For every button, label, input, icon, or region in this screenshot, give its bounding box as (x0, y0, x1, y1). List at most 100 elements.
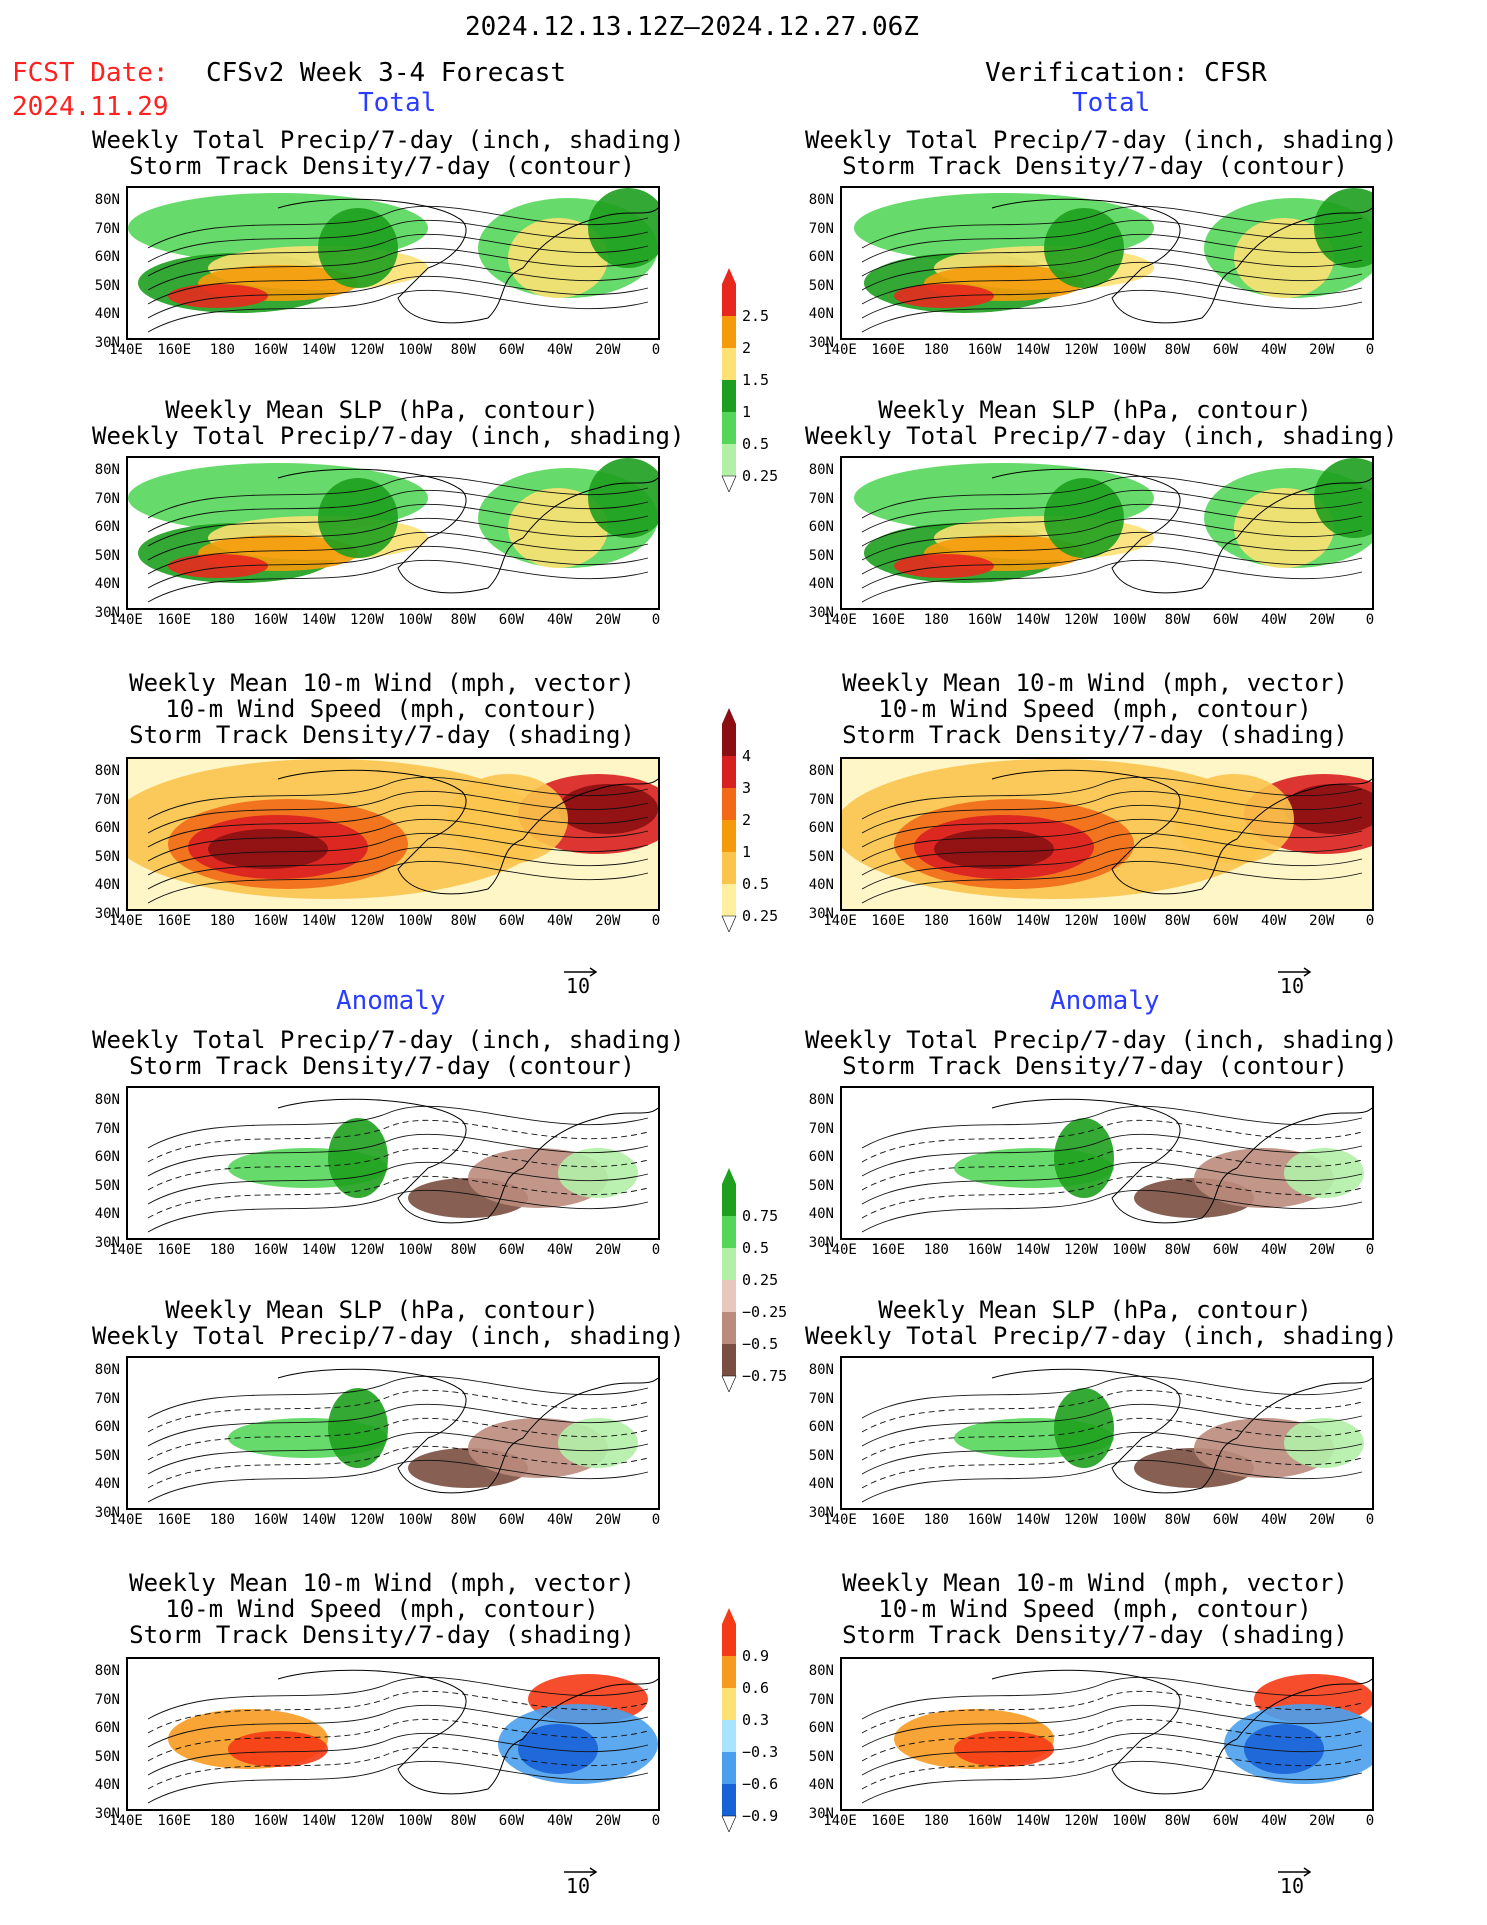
y-tick-label: 80N (808, 1663, 834, 1679)
x-tick-label: 0 (1365, 1242, 1375, 1258)
x-tick-label: 100W (1112, 1813, 1146, 1829)
vector-reference-r-total: 10 (1262, 960, 1322, 998)
x-tick-label: 140E (823, 1242, 857, 1258)
coastline (277, 198, 658, 324)
title-line: Weekly Total Precip/7-day (inch, shading… (805, 422, 1398, 450)
x-tick-label: 140W (301, 612, 336, 628)
shaded-region (208, 829, 328, 869)
contour-line (861, 233, 1363, 277)
title-line: Storm Track Density/7-day (shading) (842, 1621, 1348, 1649)
title-line: Weekly Total Precip/7-day (inch, shading… (805, 1026, 1398, 1054)
map-field (128, 1088, 658, 1238)
colorbar-swatch (722, 1248, 736, 1280)
title-l2: Weekly Mean SLP (hPa, contour) Weekly To… (92, 397, 685, 450)
title-line: Storm Track Density/7-day (contour) (842, 152, 1348, 180)
contour-line (147, 247, 649, 291)
colorbar-label: −0.6 (742, 1775, 779, 1793)
colorbar-swatch (722, 1656, 736, 1688)
x-tick-label: 0 (651, 1813, 661, 1829)
x-tick-label: 40W (1260, 913, 1287, 929)
panel-l5 (126, 1356, 660, 1510)
contour-line (147, 503, 649, 547)
x-tick-label: 80W (1164, 1813, 1190, 1829)
x-tick-label: 60W (498, 913, 525, 929)
vector-reference-l-anom: 10 (548, 1860, 608, 1898)
colorbar-swatch (722, 1752, 736, 1784)
x-tick-label: 0 (1365, 913, 1375, 929)
y-tick-label: 50N (94, 848, 120, 865)
shaded-region (1284, 1418, 1364, 1468)
colorbar-label: 4 (742, 747, 752, 765)
x-tick-label: 160E (157, 612, 192, 628)
colorbar-swatch (722, 1720, 736, 1752)
x-tick-label: 60W (1212, 1512, 1239, 1528)
contour-line (861, 545, 1363, 589)
x-tick-label: 40W (546, 913, 573, 929)
y-tick-label: 80N (94, 462, 120, 478)
colorbar-label: 0.25 (742, 467, 779, 485)
contour-line (861, 860, 1363, 904)
x-tick-label: 120W (350, 1813, 384, 1829)
x-tick-label: 60W (1212, 1242, 1239, 1258)
x-tick-label: 60W (1212, 1813, 1239, 1829)
contour-line (861, 1459, 1363, 1503)
contour-line (147, 1105, 649, 1149)
y-tick-label: 30N (808, 1805, 834, 1822)
y-tick-label: 30N (94, 334, 120, 351)
x-tick-label: 160E (157, 913, 192, 929)
contour-line (147, 233, 649, 277)
x-tick-label: 120W (1064, 612, 1098, 628)
contour-line (147, 1445, 649, 1489)
panel-r6 (840, 1657, 1374, 1811)
coastline (991, 1669, 1372, 1795)
contour-line (147, 517, 649, 561)
contour-line (147, 1189, 649, 1233)
x-tick-label: 120W (350, 342, 384, 358)
x-tick-label: 140W (1015, 612, 1050, 628)
x-tick-label: 140W (1015, 342, 1050, 358)
contour-line (147, 1459, 649, 1503)
x-tick-label: 160W (967, 612, 1002, 628)
colorbar-label: −0.3 (742, 1743, 779, 1761)
x-tick-label: 120W (1064, 1512, 1098, 1528)
section-total-right: Total (1072, 88, 1151, 118)
x-tick-label: 140E (109, 612, 143, 628)
x-tick-label: 160E (871, 342, 906, 358)
shaded-region (328, 1388, 388, 1468)
x-tick-label: 40W (546, 612, 573, 628)
coastline (991, 1098, 1372, 1224)
map-field (842, 1088, 1372, 1238)
x-tick-label: 20W (595, 1512, 621, 1528)
panel-r3 (840, 757, 1374, 911)
y-tick-label: 50N (808, 1447, 834, 1464)
x-tick-label: 140E (109, 1813, 143, 1829)
contour-line (147, 1676, 649, 1720)
x-tick-label: 160E (157, 1813, 192, 1829)
x-tick-label: 80W (1164, 612, 1190, 628)
arrow-right-icon (548, 960, 608, 977)
y-tick-label: 80N (94, 1362, 120, 1378)
x-tick-label: 40W (546, 1242, 573, 1258)
x-tick-label: 0 (651, 913, 661, 929)
x-tick-label: 100W (1112, 913, 1146, 929)
x-tick-label: 80W (450, 1813, 476, 1829)
y-tick-label: 70N (94, 1120, 120, 1137)
y-tick-label: 30N (808, 1234, 834, 1251)
shaded-region (558, 1148, 638, 1198)
y-tick-label: 60N (94, 1419, 120, 1435)
x-tick-label: 160W (967, 1813, 1002, 1829)
contour-line (861, 776, 1363, 820)
y-tick-label: 30N (808, 604, 834, 621)
title-line: Weekly Total Precip/7-day (inch, shading… (92, 126, 685, 154)
colorbar-swatch (722, 1624, 736, 1656)
colorbar-label: 0.6 (742, 1679, 770, 1697)
shaded-region (1054, 1118, 1114, 1198)
colorbar-label: 2 (742, 339, 752, 357)
x-tick-label: 120W (350, 1512, 384, 1528)
x-tick-label: 20W (595, 913, 621, 929)
contour-line (147, 846, 649, 890)
title-l5: Weekly Mean SLP (hPa, contour) Weekly To… (92, 1297, 684, 1349)
title-line: Weekly Total Precip/7-day (inch, shading… (92, 422, 685, 450)
y-tick-label: 60N (808, 519, 834, 535)
title-l4: Weekly Total Precip/7-day (inch, shading… (92, 1027, 684, 1079)
